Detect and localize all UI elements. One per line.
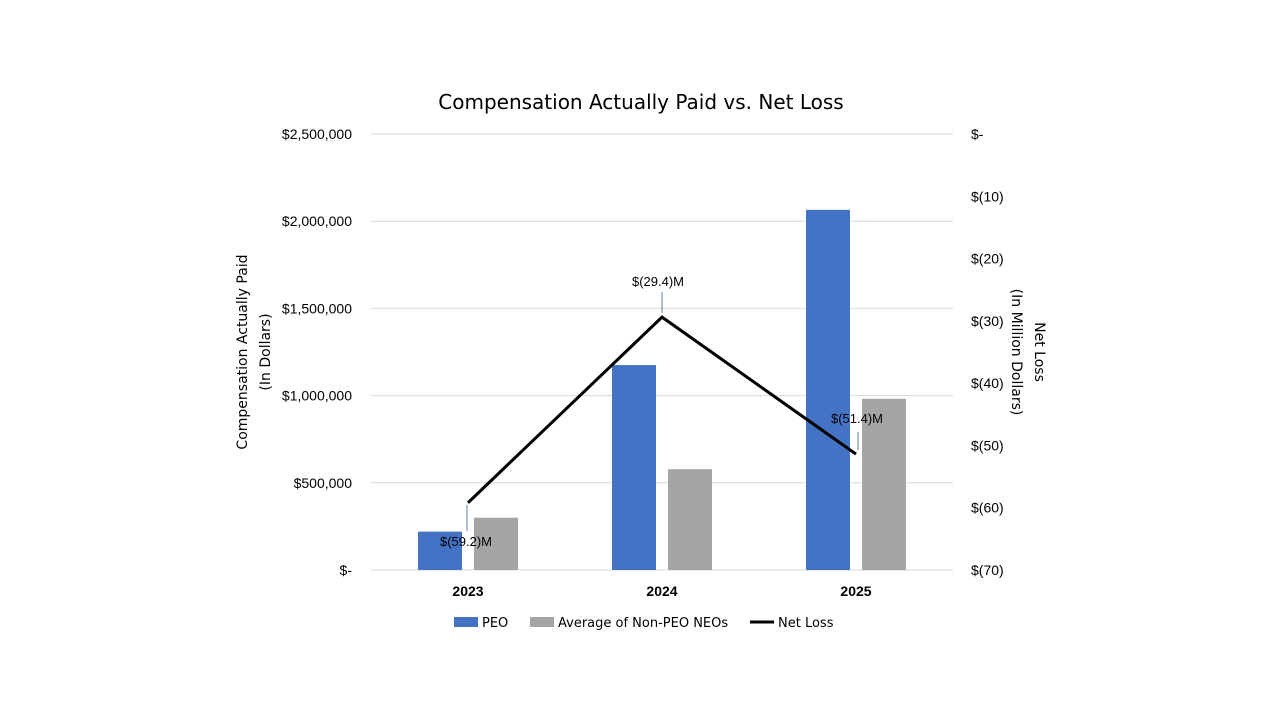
legend-label-2: Net Loss [778, 616, 834, 631]
left-tick-label: $2,000,000 [282, 213, 352, 229]
legend-label-1: Average of Non-PEO NEOs [558, 616, 728, 631]
net-loss-data-label-2024: $(29.4)M [632, 274, 684, 289]
right-axis-subtitle: (In Million Dollars) [1008, 289, 1024, 416]
right-tick-label: $- [971, 126, 984, 142]
legend-label-0: PEO [482, 616, 508, 631]
left-axis-title-line2: (In Dollars) [258, 313, 274, 390]
category-label-2025: 2025 [840, 583, 871, 599]
peo-bar-2025 [806, 209, 850, 570]
left-axis-title: Compensation Actually Paid [235, 254, 251, 449]
right-axis-title-line2: (In Million Dollars) [1008, 289, 1024, 416]
left-tick-label: $1,500,000 [282, 300, 352, 316]
non-peo-bar-2025 [862, 398, 906, 570]
category-labels: 2023 2024 2025 [452, 583, 871, 599]
legend: PEO Average of Non-PEO NEOs Net Loss [454, 616, 834, 631]
right-tick-label: $(70) [971, 562, 1004, 578]
right-tick-label: $(20) [971, 251, 1004, 267]
right-tick-label: $(60) [971, 500, 1004, 516]
gridlines [371, 133, 953, 571]
left-axis-ticks: $- $500,000 $1,000,000 $1,500,000 $2,000,000… [282, 126, 352, 578]
chart-title: Compensation Actually Paid vs. Net Loss [438, 90, 843, 114]
right-tick-label: $(50) [971, 437, 1004, 453]
right-tick-label: $(10) [971, 188, 1004, 204]
net-loss-series-line [466, 315, 857, 504]
right-axis-title: Net Loss [1031, 322, 1047, 382]
right-tick-label: $(30) [971, 313, 1004, 329]
right-axis-ticks: $- $(10) $(20) $(30) $(40) $(50) $(60) $(70) [971, 126, 1004, 578]
legend-swatch-1 [530, 617, 554, 627]
bars [418, 209, 906, 570]
left-tick-label: $2,500,000 [282, 126, 352, 142]
data-labels: $(59.2)M $(29.4)M $(51.4)M [440, 274, 883, 549]
net-loss-data-label-2023: $(59.2)M [440, 534, 492, 549]
left-axis-title-line1: Compensation Actually Paid [235, 254, 251, 449]
legend-swatch-0 [454, 617, 478, 627]
right-tick-label: $(40) [971, 375, 1004, 391]
peo-bar-2024 [612, 365, 656, 570]
peo-bar-2023 [418, 531, 462, 570]
category-label-2023: 2023 [452, 583, 483, 599]
right-axis-title-line1: Net Loss [1031, 322, 1047, 382]
left-tick-label: $- [340, 562, 353, 578]
non-peo-bar-2023 [474, 517, 518, 570]
left-tick-label: $500,000 [294, 475, 353, 491]
category-label-2024: 2024 [646, 583, 677, 599]
left-tick-label: $1,000,000 [282, 388, 352, 404]
left-axis-subtitle: (In Dollars) [258, 313, 274, 390]
net-loss-data-label-2025: $(51.4)M [831, 411, 883, 426]
net-loss-line [466, 315, 857, 504]
non-peo-bar-2024 [668, 469, 712, 570]
